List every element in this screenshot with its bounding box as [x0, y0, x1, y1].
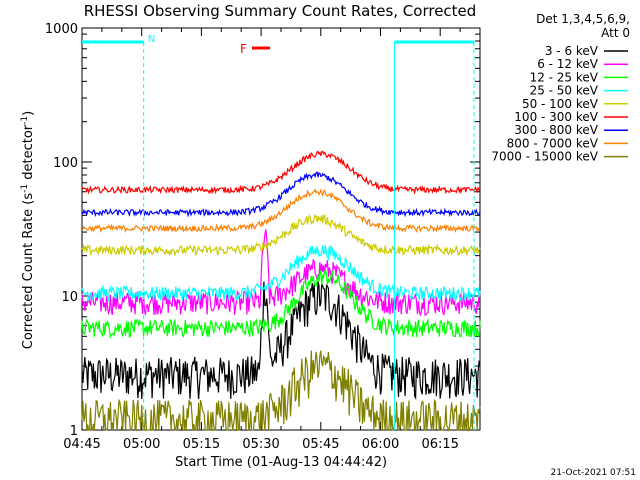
legend-label-6: 300 - 800 keV	[514, 123, 598, 137]
legend-header-2: Att 0	[601, 26, 630, 40]
x-axis: 04:45 05:00 05:15 05:30 05:45 06:00 06:15	[63, 28, 461, 452]
footer-date: 21-Oct-2021 07:51	[551, 468, 636, 478]
series-line-3	[81, 244, 481, 303]
series-line-1	[81, 229, 481, 317]
series-line-0	[81, 281, 481, 401]
y-axis: 1 10 100 1000	[45, 22, 480, 439]
series-line-2	[81, 268, 481, 339]
legend-label-2: 12 - 25 keV	[530, 70, 599, 84]
series-line-4	[81, 213, 481, 257]
y-tick-label-0: 1	[70, 424, 78, 439]
flare-label: F	[240, 42, 247, 56]
series-line-7	[81, 188, 480, 234]
y-axis-label-end: )	[21, 111, 36, 116]
y-axis-label-main: Corrected Count Rate (s	[21, 193, 36, 350]
y-axis-label-mid: detector	[21, 124, 36, 184]
x-tick-label-2: 05:15	[183, 437, 220, 452]
legend-label-0: 3 - 6 keV	[545, 44, 599, 58]
legend-label-5: 100 - 300 keV	[514, 110, 598, 124]
chart-title: RHESSI Observing Summary Count Rates, Co…	[84, 2, 477, 20]
x-tick-label-6: 06:15	[421, 437, 458, 452]
x-tick-label-1: 05:00	[123, 437, 160, 452]
night-saa-marks: N	[82, 34, 475, 430]
series-line-5	[81, 150, 481, 195]
y-tick-label-1: 10	[61, 290, 78, 305]
legend-label-8: 7000 - 15000 keV	[491, 150, 598, 164]
y-axis-label-sup1: -1	[20, 184, 30, 193]
y-tick-label-2: 100	[53, 156, 78, 171]
legend-label-7: 800 - 7000 keV	[507, 136, 599, 150]
x-tick-label-5: 06:00	[362, 437, 399, 452]
y-axis-label: Corrected Count Rate (s-1 detector-1)	[20, 111, 36, 349]
legend-header-1: Det 1,3,4,5,6,9,	[536, 12, 630, 26]
y-axis-label-sup2: -1	[20, 116, 30, 125]
legend-label-3: 25 - 50 keV	[530, 84, 599, 98]
y-tick-label-3: 1000	[45, 22, 78, 37]
flare-marker: F	[240, 42, 270, 56]
night-mark-label-0: N	[148, 34, 155, 45]
x-tick-label-4: 05:45	[302, 437, 339, 452]
series-layer	[81, 150, 481, 433]
series-line-6	[81, 171, 481, 218]
legend-label-1: 6 - 12 keV	[537, 57, 599, 71]
series-line-8	[81, 350, 481, 433]
x-tick-label-3: 05:30	[242, 437, 279, 452]
legend-label-4: 50 - 100 keV	[522, 97, 599, 111]
x-tick-label-0: 04:45	[63, 437, 100, 452]
x-axis-label: Start Time (01-Aug-13 04:44:42)	[175, 455, 387, 470]
